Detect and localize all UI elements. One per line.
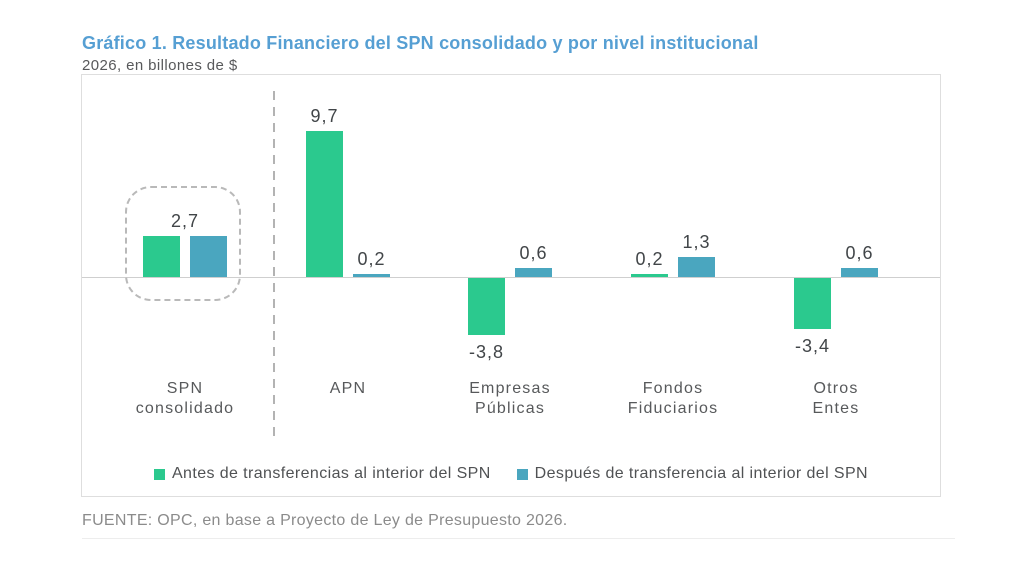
category-label-line: Otros [813, 380, 859, 397]
bar-despues [353, 274, 390, 277]
value-label: -3,8 [468, 342, 505, 362]
bar-antes [143, 236, 180, 277]
category-label: SPN consolidado [100, 379, 270, 419]
bar-despues [190, 236, 227, 277]
legend-swatch-blue [516, 468, 528, 480]
chart-title: Gráfico 1. Resultado Financiero del SPN … [82, 33, 759, 53]
bar-despues [841, 268, 878, 277]
legend-item-despues: Después de transferencia al interior del… [516, 465, 868, 483]
category-label-line: Fiduciarios [627, 400, 719, 417]
bottom-rule [82, 538, 955, 539]
category-label-line: SPN [166, 380, 204, 397]
legend-swatch-green [153, 468, 165, 480]
legend: Antes de transferencias al interior del … [82, 465, 940, 483]
bar-antes [306, 131, 343, 277]
plot-area: 9,7 -3,8 0,2 -3,4 0,2 0,6 1,3 0,6 2,7 SPN consolid… [82, 75, 940, 496]
value-label: 0,2 [635, 249, 664, 269]
value-label: 2,7 [170, 211, 200, 231]
bar-antes [468, 278, 505, 335]
value-label: 1,3 [682, 232, 711, 252]
category-label-line: Públicas [474, 400, 546, 417]
legend-label-antes: Antes de transferencias al interior del … [171, 465, 491, 482]
source-note: FUENTE: OPC, en base a Proyecto de Ley d… [82, 512, 568, 529]
bar-despues [678, 257, 715, 277]
bar-antes [794, 278, 831, 329]
category-label-line: APN [329, 380, 367, 397]
zero-axis-line [82, 277, 940, 278]
bar-despues [515, 268, 552, 277]
chart-frame: 9,7 -3,8 0,2 -3,4 0,2 0,6 1,3 0,6 2,7 SPN consolid… [81, 74, 941, 497]
legend-item-antes: Antes de transferencias al interior del … [153, 465, 491, 483]
value-label: 0,6 [845, 243, 874, 263]
value-label: 9,7 [310, 106, 339, 126]
category-label-line: Empresas [469, 380, 551, 397]
value-label: 0,2 [357, 249, 386, 269]
spn-consolidado-highlight-box [125, 186, 241, 301]
category-label: Fondos Fiduciarios [588, 379, 758, 419]
value-label: 0,6 [519, 243, 548, 263]
chart-subtitle: 2026, en billones de $ [82, 57, 238, 74]
legend-label-despues: Después de transferencia al interior del… [534, 465, 868, 482]
category-label-line: consolidado [135, 400, 235, 417]
category-label-line: Entes [812, 400, 860, 417]
group-separator-dashed-line [273, 91, 275, 438]
category-label-line: Fondos [642, 380, 704, 397]
category-label: APN [263, 379, 433, 399]
category-label: Empresas Públicas [425, 379, 595, 419]
category-label: Otros Entes [751, 379, 921, 419]
bar-antes [631, 274, 668, 277]
value-label: -3,4 [794, 336, 831, 356]
